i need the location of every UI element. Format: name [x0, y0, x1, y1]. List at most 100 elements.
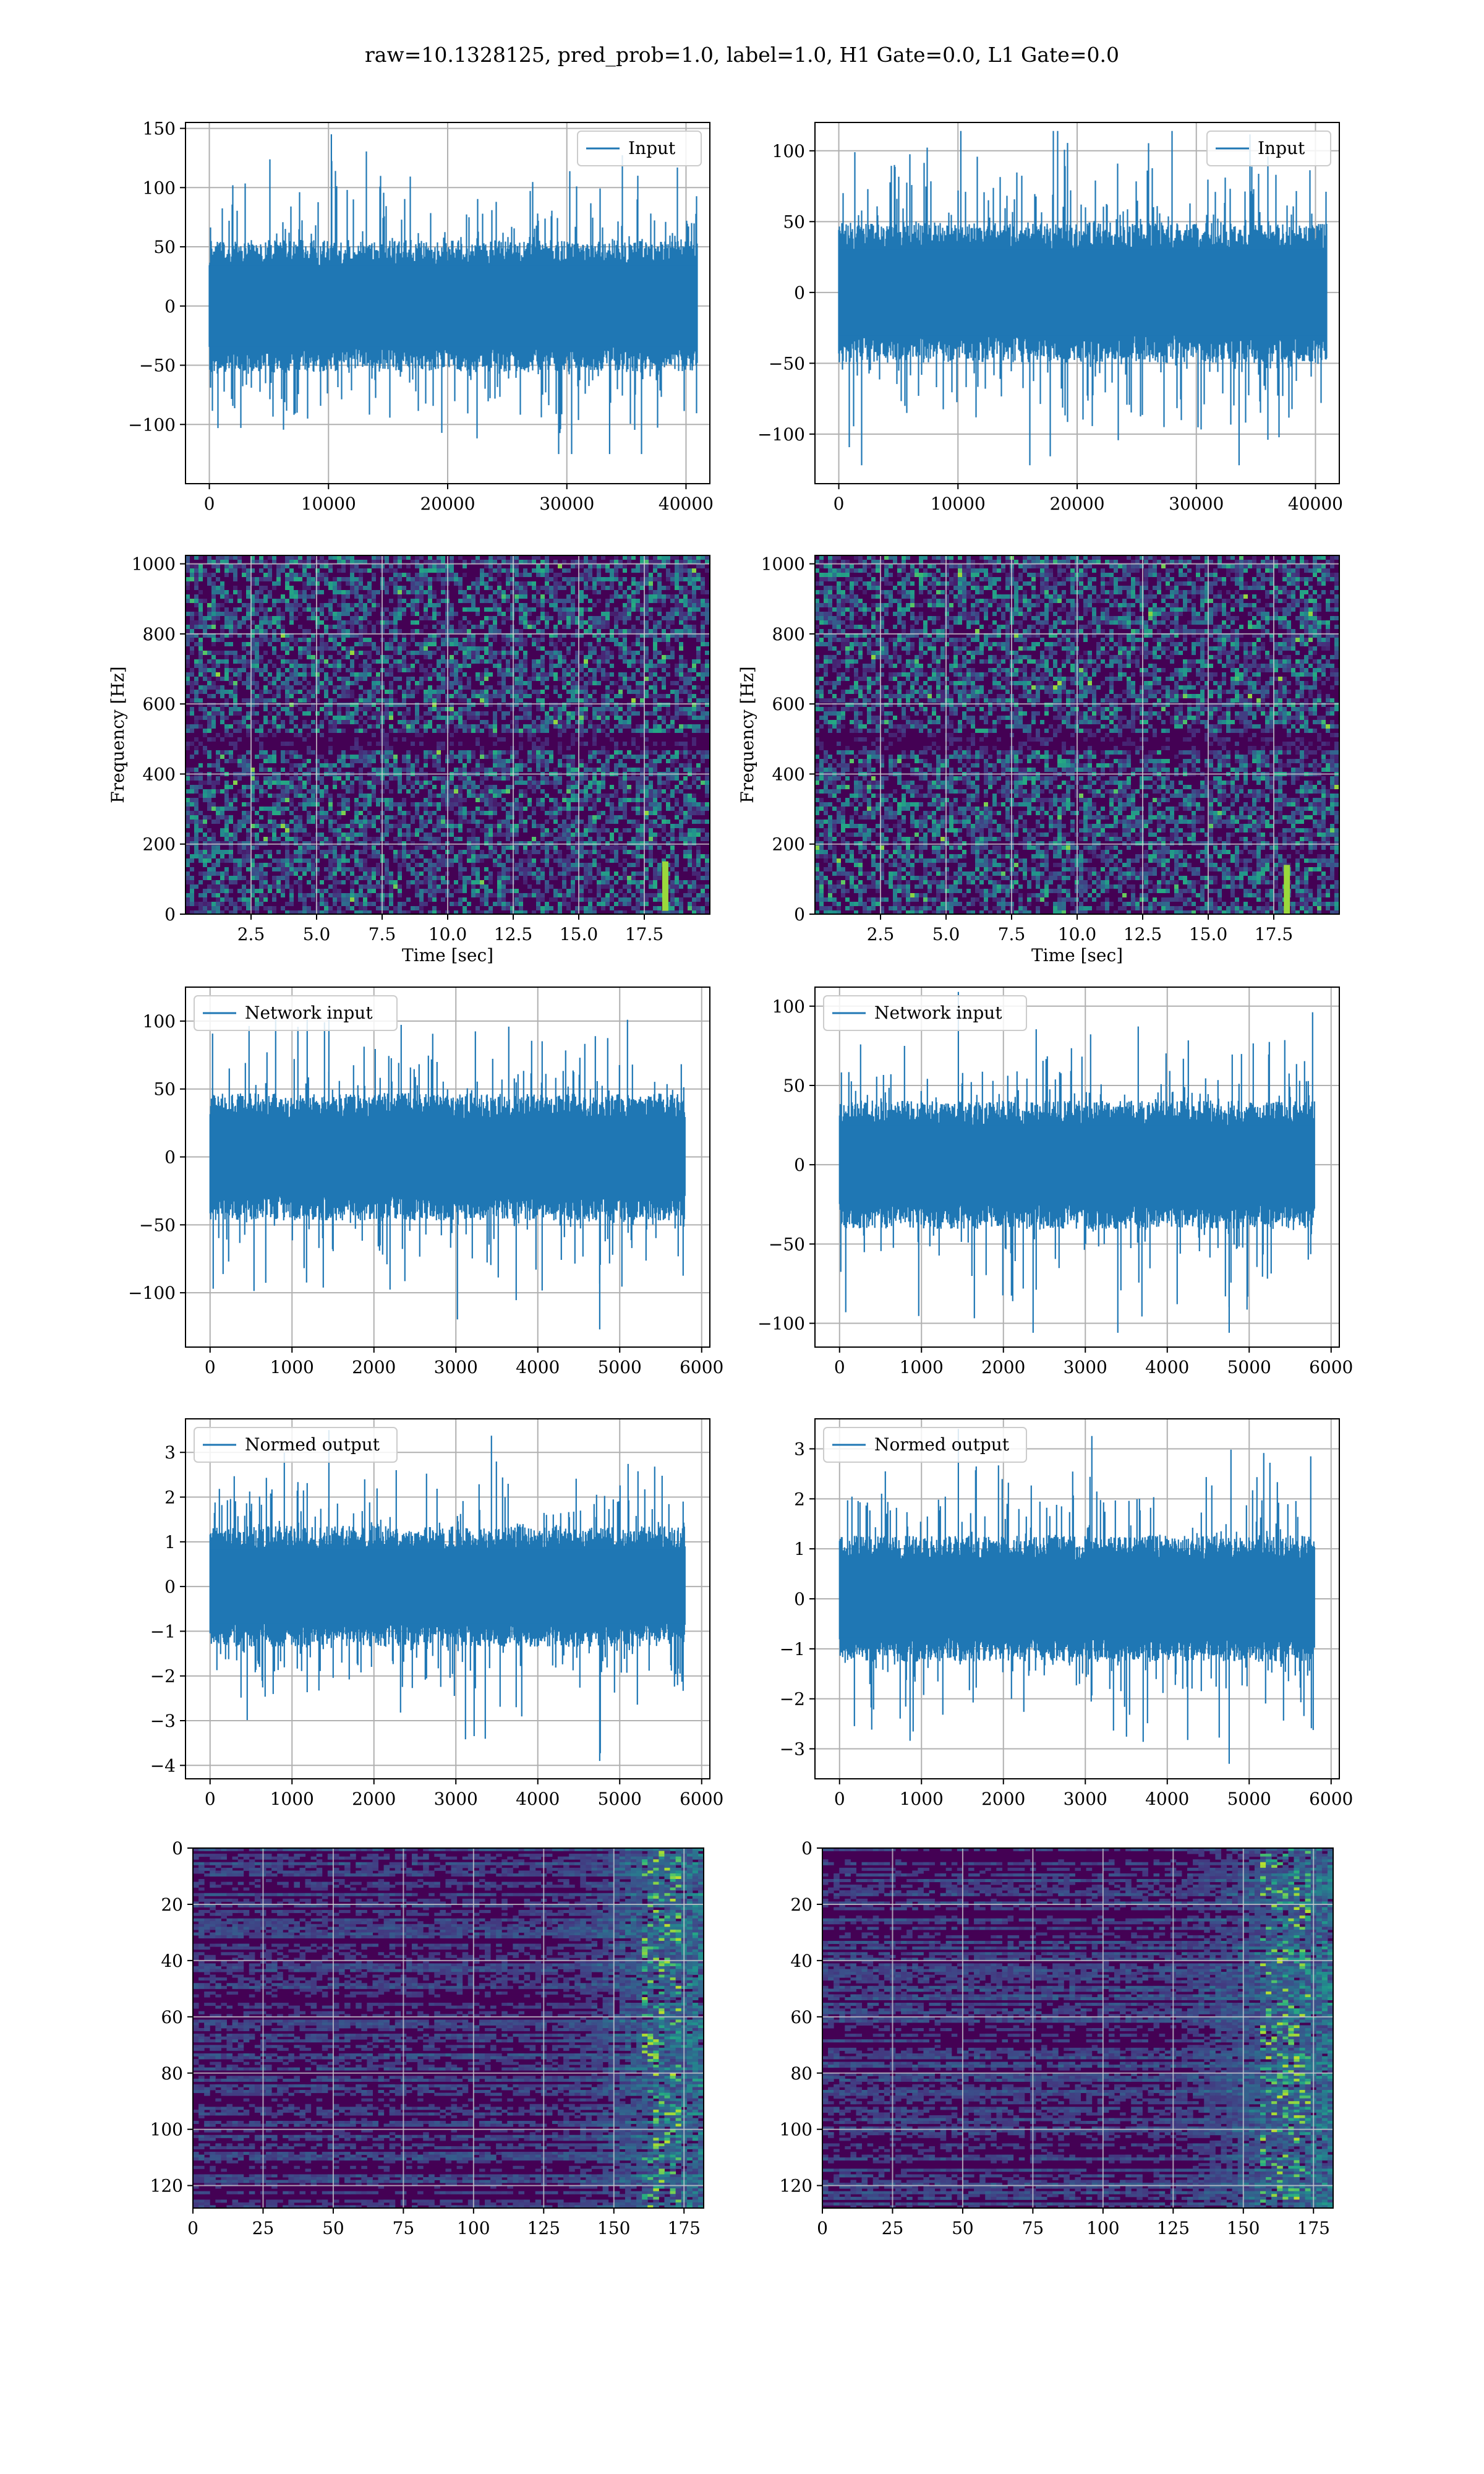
series-group — [838, 991, 1315, 1333]
x-tick-label: 100 — [457, 2218, 490, 2238]
y-tick-label: 40 — [161, 1951, 183, 1971]
tick-labels: 0 1000 2000 3000 4000 5000 6000 −3 −2 −1 0 1 2 3 — [780, 1439, 1354, 1810]
x-tick-label: 50 — [952, 2218, 974, 2238]
y-tick-label: 0 — [794, 1589, 805, 1609]
x-tick-label: 6000 — [1309, 1789, 1353, 1809]
series-dense-band — [210, 1549, 686, 1624]
x-tick-label: 25 — [882, 2218, 904, 2238]
x-tick-label: 6000 — [1309, 1357, 1353, 1377]
x-tick-label: 0 — [187, 2218, 198, 2238]
x-tick-label: 175 — [668, 2218, 701, 2238]
y-tick-label: −50 — [139, 1215, 176, 1235]
y-tick-label: 100 — [150, 2120, 183, 2140]
bright-spot — [1284, 865, 1290, 914]
x-tick-label: 15.0 — [1189, 924, 1227, 944]
legend-frame — [577, 131, 702, 166]
subplot-r1c2: Input 0 10000 20000 30000 40000 −100 −50 0 50 100 — [757, 122, 1343, 514]
x-tick-label: 10.0 — [429, 924, 467, 944]
legend-frame — [194, 995, 398, 1031]
x-tick-label: 40000 — [659, 494, 714, 514]
x-tick-label: 75 — [1022, 2218, 1044, 2238]
legend-label: Normed output — [874, 1434, 1010, 1455]
y-tick-label: 600 — [143, 694, 176, 714]
tick-labels: 0 1000 2000 3000 4000 5000 6000 −100 −50 0 50 100 — [128, 1011, 723, 1377]
legend-label: Input — [1258, 138, 1305, 158]
legend-frame — [823, 995, 1027, 1031]
y-tick-label: 100 — [772, 141, 805, 161]
x-tick-label: 0 — [834, 1789, 845, 1809]
y-tick-label: 2 — [164, 1487, 176, 1508]
heatmap-cells — [815, 555, 1339, 914]
legend-frame — [1206, 131, 1331, 166]
grid-lines — [822, 1848, 1333, 2208]
x-tick-label: 7.5 — [369, 924, 396, 944]
x-tick-label: 15.0 — [560, 924, 598, 944]
x-tick-label: 3000 — [434, 1357, 478, 1377]
series-group — [209, 1019, 686, 1330]
x-tick-label: 2000 — [981, 1789, 1025, 1809]
y-tick-label: 0 — [794, 904, 805, 925]
y-tick-label: 100 — [143, 1011, 176, 1032]
subplot-r4c2: Normed output 0 1000 2000 3000 4000 5000 6000 −3… — [780, 1418, 1354, 1810]
y-tick-label: −100 — [757, 1314, 805, 1334]
y-tick-label: 0 — [164, 296, 176, 317]
x-tick-label: 100 — [1086, 2218, 1119, 2238]
x-tick-label: 150 — [1227, 2218, 1260, 2238]
x-tick-label: 40000 — [1288, 494, 1343, 514]
y-tick-label: 60 — [161, 2007, 183, 2027]
tick-labels: 0 10000 20000 30000 40000 −100 −50 0 50 100 — [757, 141, 1343, 514]
heatmap-cells — [186, 555, 710, 914]
x-tick-label: 1000 — [900, 1357, 944, 1377]
x-tick-label: 17.5 — [625, 924, 663, 944]
subplot-r2c1: 2.5 5.0 7.5 10.0 12.5 15.0 17.5 0 200 400 600 800 10… — [108, 554, 710, 965]
x-tick-label: 0 — [834, 1357, 845, 1377]
y-tick-label: 100 — [780, 2120, 812, 2140]
y-tick-label: 800 — [143, 624, 176, 644]
x-tick-label: 0 — [204, 494, 215, 514]
x-tick-label: 2000 — [352, 1357, 396, 1377]
legend-frame — [823, 1427, 1027, 1463]
y-tick-label: 150 — [143, 119, 176, 139]
x-tick-label: 4000 — [516, 1789, 560, 1809]
legend: Input — [1206, 131, 1331, 166]
legend-label: Normed output — [245, 1434, 380, 1455]
y-tick-label: −1 — [150, 1621, 176, 1641]
x-tick-label: 3000 — [434, 1789, 478, 1809]
x-tick-label: 5000 — [1227, 1357, 1271, 1377]
y-tick-label: −2 — [150, 1666, 176, 1687]
y-tick-label: 80 — [790, 2063, 812, 2084]
subplot-r4c1: Normed output 0 1000 2000 3000 4000 5000 6000 −4… — [150, 1418, 723, 1809]
y-tick-label: 400 — [772, 764, 805, 784]
legend: Network input — [194, 995, 398, 1031]
x-tick-label: 20000 — [1049, 494, 1104, 514]
y-tick-label: −100 — [757, 424, 805, 445]
x-tick-label: 17.5 — [1255, 924, 1293, 944]
y-tick-label: 3 — [164, 1442, 176, 1463]
x-tick-label: 10.0 — [1058, 924, 1096, 944]
series-group — [209, 1430, 686, 1761]
grid-lines — [186, 555, 710, 914]
y-tick-label: 3 — [794, 1439, 805, 1460]
y-tick-label: −3 — [780, 1739, 805, 1760]
tick-labels: 2.5 5.0 7.5 10.0 12.5 15.0 17.5 0 200 400 600 800 10… — [132, 554, 663, 944]
y-tick-label: 1000 — [761, 554, 805, 575]
y-tick-label: −4 — [150, 1755, 176, 1776]
y-tick-label: −50 — [769, 353, 805, 374]
x-tick-label: 12.5 — [494, 924, 532, 944]
x-tick-label: 7.5 — [998, 924, 1026, 944]
x-tick-label: 2.5 — [237, 924, 265, 944]
x-tick-label: 125 — [1157, 2218, 1190, 2238]
y-tick-label: 0 — [794, 1155, 805, 1175]
axes-frame — [192, 1847, 704, 2209]
y-tick-label: 120 — [780, 2176, 812, 2196]
axes-frame — [185, 987, 710, 1348]
legend: Network input — [823, 995, 1027, 1031]
y-tick-label: −3 — [150, 1711, 176, 1731]
x-tick-label: 10000 — [931, 494, 986, 514]
legend: Input — [577, 131, 702, 166]
x-tick-label: 125 — [527, 2218, 560, 2238]
grid-lines — [193, 1848, 704, 2208]
axes-frame — [822, 1847, 1334, 2209]
